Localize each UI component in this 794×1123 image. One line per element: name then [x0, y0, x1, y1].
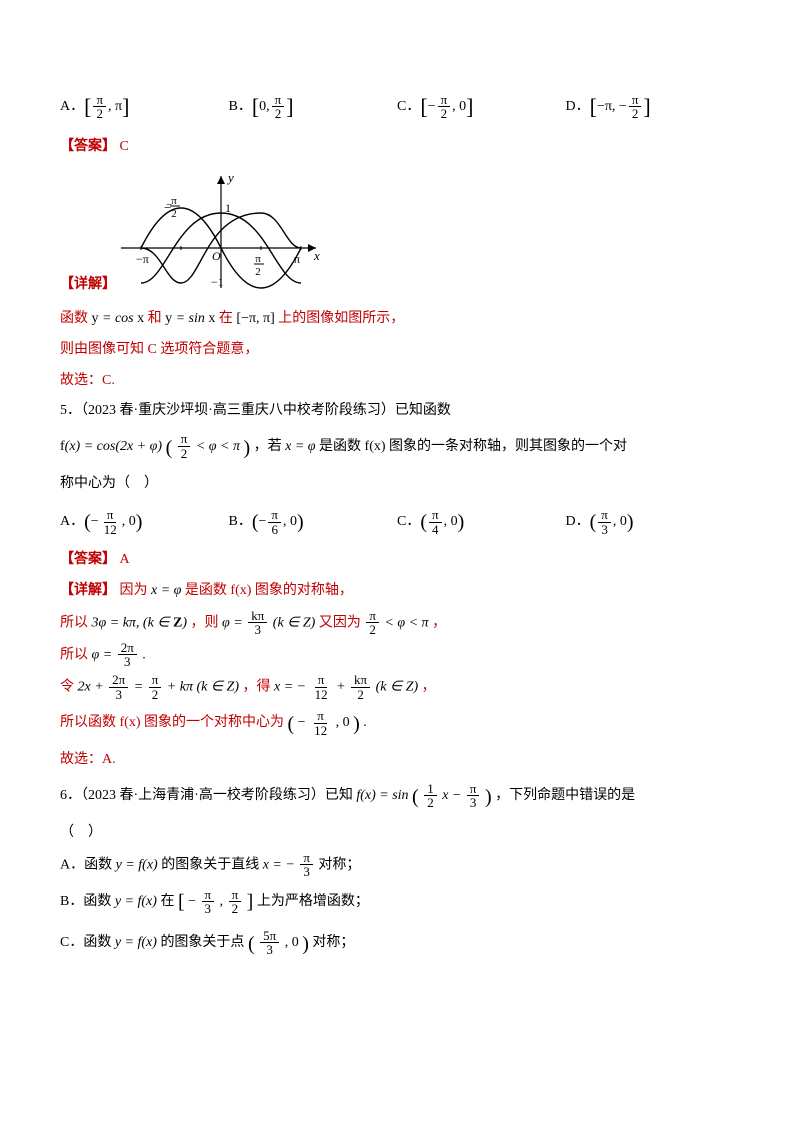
q5-detail-6: 故选：A.	[60, 747, 734, 774]
detail-label: 【详解】	[60, 272, 116, 299]
q5-options: A． ( − π12 , 0 ) B． ( − π6 , 0 ) C． ( π4…	[60, 503, 734, 541]
q5-option-a: A． ( − π12 , 0 )	[60, 503, 229, 541]
q5-stem-1: 5．（2023 春·重庆沙坪坝·高三重庆八中校考阶段练习）已知函数	[60, 398, 734, 425]
q4-detail-row: 【详解】 y x O −π − π 2 − 1 −1 π 2 π	[60, 168, 734, 298]
option-label: D．	[566, 94, 590, 121]
svg-text:−1: −1	[211, 275, 224, 289]
svg-text:x: x	[313, 248, 320, 263]
q6-stem-1: 6．（2023 春·上海青浦·高一校考阶段练习）已知 f(x) = sin ( …	[60, 778, 734, 816]
q4-option-b: B． [ 0, π2 ]	[229, 86, 398, 128]
svg-text:π: π	[171, 195, 177, 207]
svg-text:2: 2	[171, 208, 177, 220]
svg-text:y: y	[226, 170, 234, 185]
q6-option-a: A．函数 y = f(x) 的图象关于直线 x = − π3 对称；	[60, 851, 734, 879]
q5-detail-4: 令 2x + 2π3 = π2 + kπ (k ∈ Z) ，得 x = − π1…	[60, 673, 734, 701]
q5-detail-1: 【详解】 因为 x = φ 是函数 f(x) 图象的对称轴，	[60, 578, 734, 605]
q4-options: A． [ π2 , π ] B． [ 0, π2 ] C． [ − π2 , 0…	[60, 86, 734, 128]
q5-detail-3: 所以 φ = 2π3 .	[60, 641, 734, 669]
q5-detail-2: 所以 3φ = kπ, (k ∈ Z) ，则 φ = kπ3 (k ∈ Z) 又…	[60, 609, 734, 637]
svg-text:−: −	[164, 200, 171, 215]
q4-option-c: C． [ − π2 , 0 ]	[397, 86, 566, 128]
svg-text:−π: −π	[136, 252, 149, 266]
svg-text:π: π	[294, 252, 300, 266]
q6-option-b: B．函数 y = f(x) 在 [ − π3 , π2 ] 上为严格增函数；	[60, 883, 734, 921]
q6-stem-2: （ ）	[60, 820, 734, 847]
q5-answer: 【答案】 A	[60, 547, 734, 574]
q4-explain-2: 则由图像可知 C 选项符合题意，	[60, 337, 734, 364]
q4-explain-3: 故选：C.	[60, 368, 734, 395]
q5-option-b: B． ( − π6 , 0 )	[229, 503, 398, 541]
q5-option-d: D． ( π3 , 0 )	[566, 503, 735, 541]
q4-option-a: A． [ π2 , π ]	[60, 86, 229, 128]
q4-option-d: D． [ −π, − π2 ]	[566, 86, 735, 128]
sine-cosine-graph: y x O −π − π 2 − 1 −1 π 2 π	[116, 168, 326, 298]
option-label: B．	[229, 94, 252, 121]
q4-explain-1: 函数 y = cos x 和 y = sin x 在 [−π, π] 上的图像如…	[60, 306, 734, 333]
q5-option-c: C． ( π4 , 0 )	[397, 503, 566, 541]
q5-stem-2: f(x) = cos(2x + φ) ( π2 < φ < π ) ，若 x =…	[60, 429, 734, 467]
q6-option-c: C．函数 y = f(x) 的图象关于点 ( 5π3 , 0 ) 对称；	[60, 925, 734, 963]
svg-text:2: 2	[255, 266, 261, 278]
svg-text:π: π	[255, 253, 261, 265]
q5-detail-5: 所以函数 f(x) 图象的一个对称中心为 ( − π12 , 0 ) .	[60, 705, 734, 743]
q4-answer: 【答案】 C	[60, 134, 734, 161]
svg-text:1: 1	[225, 201, 231, 215]
q5-stem-3: 称中心为（ ）	[60, 471, 734, 498]
option-label: C．	[397, 94, 420, 121]
option-label: A．	[60, 94, 84, 121]
svg-text:O: O	[212, 249, 221, 263]
